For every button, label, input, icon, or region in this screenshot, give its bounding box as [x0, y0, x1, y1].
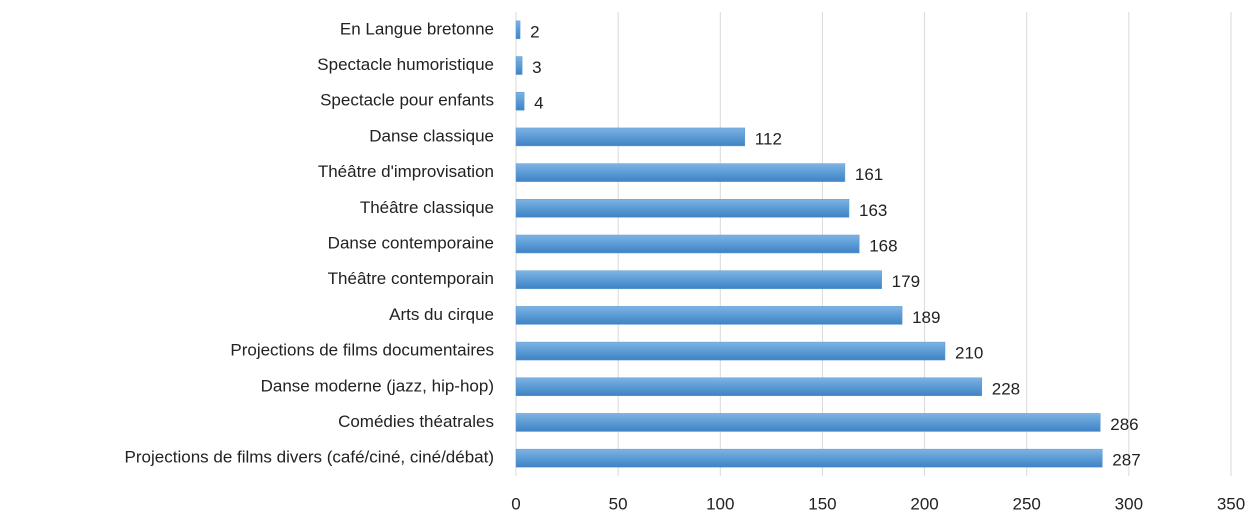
bar: [515, 448, 1103, 468]
bar: [515, 91, 525, 111]
y-tick-label: Comédies théatrales: [338, 412, 494, 431]
data-label: 4: [534, 94, 543, 113]
y-tick-label: Théâtre d'improvisation: [318, 162, 494, 181]
data-label: 189: [912, 308, 940, 327]
bar: [515, 199, 850, 218]
x-tick-label: 150: [808, 494, 836, 513]
bar: [515, 234, 860, 254]
y-tick-label: Projections de films divers (café/ciné, …: [125, 448, 494, 467]
y-tick-label: Théâtre classique: [360, 198, 494, 217]
data-label: 286: [1110, 415, 1138, 434]
bar: [515, 270, 882, 289]
data-label: 3: [532, 58, 541, 77]
y-tick-label: Danse classique: [369, 126, 494, 145]
data-label: 112: [755, 129, 782, 148]
bar: [515, 56, 523, 75]
data-label: 228: [992, 379, 1020, 398]
bar: [515, 341, 946, 361]
x-tick-label: 50: [609, 494, 628, 513]
data-label: 163: [859, 201, 887, 220]
y-tick-label: Danse contemporaine: [328, 233, 494, 252]
x-tick-label: 300: [1115, 494, 1143, 513]
bar: [515, 377, 983, 397]
x-tick-label: 200: [910, 494, 938, 513]
bar: [515, 413, 1101, 432]
y-tick-label: Danse moderne (jazz, hip-hop): [261, 376, 494, 395]
x-tick-label: 0: [511, 494, 520, 513]
y-tick-label: Spectacle humoristique: [317, 55, 494, 74]
data-label: 287: [1112, 451, 1140, 470]
data-label: 210: [955, 344, 983, 363]
y-tick-label: Spectacle pour enfants: [320, 91, 494, 110]
y-tick-label: Théâtre contemporain: [328, 269, 494, 288]
y-tick-label: En Langue bretonne: [340, 19, 494, 38]
y-tick-label: Projections de films documentaires: [230, 341, 494, 360]
data-label: 161: [855, 165, 883, 184]
x-tick-label: 250: [1013, 494, 1041, 513]
x-tick-label: 350: [1217, 494, 1245, 513]
x-tick-label: 100: [706, 494, 734, 513]
bar: [515, 20, 521, 40]
data-label: 179: [892, 272, 920, 291]
y-tick-label: Arts du cirque: [389, 305, 494, 324]
data-label: 168: [869, 236, 897, 255]
bar: [515, 163, 846, 182]
bar: [515, 306, 903, 325]
bar: [515, 127, 746, 147]
data-label: 2: [530, 22, 539, 41]
